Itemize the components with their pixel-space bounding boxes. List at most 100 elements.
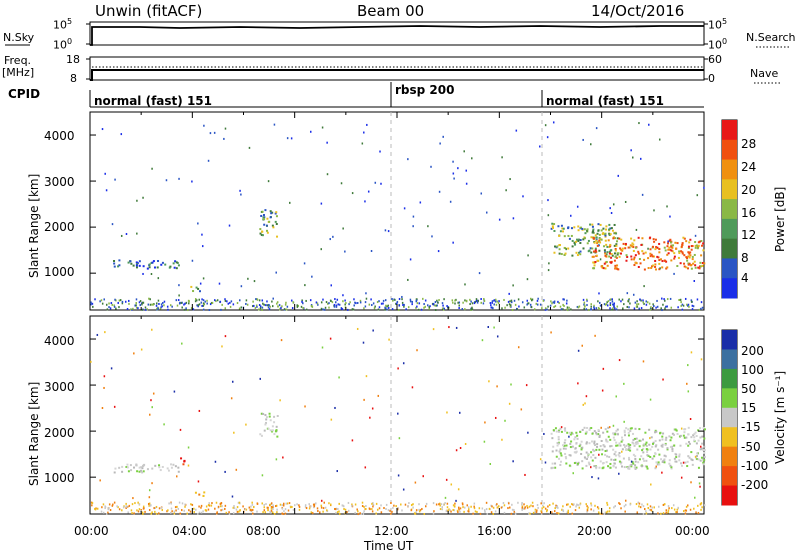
power-data-cell (670, 249, 673, 252)
velocity-data-cell (591, 459, 594, 462)
velocity-data-cell (649, 455, 652, 458)
power-data-cell (663, 298, 665, 301)
power-data-cell (423, 306, 425, 309)
power-data-cell (504, 306, 506, 309)
power-data-cell (633, 258, 636, 261)
power-data-cell (618, 298, 620, 301)
velocity-data-cell (644, 443, 647, 446)
velocity-data-cell (554, 462, 557, 465)
power-data-cell (377, 308, 380, 311)
velocity-data-cell (421, 507, 423, 510)
power-data-cell (135, 304, 137, 307)
power-data-cell (228, 224, 231, 227)
power-data-cell (627, 246, 630, 249)
power-cbar-tick-16: 16 (741, 206, 757, 220)
velocity-data-cell (575, 505, 577, 508)
velocity-data-cell (613, 453, 616, 456)
velocity-data-cell (645, 465, 648, 468)
velocity-data-cell (564, 452, 567, 455)
velocity-data-cell (669, 445, 672, 448)
power-data-cell (582, 138, 584, 141)
velocity-data-cell (605, 461, 608, 464)
velocity-data-cell (663, 454, 666, 457)
power-data-cell (590, 305, 592, 308)
velocity-data-cell (565, 457, 568, 460)
power-data-cell (130, 308, 132, 311)
velocity-data-cell (574, 509, 577, 512)
power-data-cell (272, 226, 275, 229)
power-data-cell (687, 246, 690, 249)
velocity-data-cell (476, 510, 478, 513)
power-data-cell (701, 262, 704, 265)
power-scatter (90, 121, 706, 312)
power-data-cell (652, 245, 655, 248)
velocity-data-cell (521, 508, 523, 511)
velocity-data-cell (702, 427, 705, 430)
velocity-data-cell (593, 444, 596, 447)
velocity-data-cell (102, 511, 105, 514)
nave-tick-bottom: 0 (708, 72, 715, 85)
power-data-cell (592, 228, 595, 231)
power-data-cell (464, 308, 466, 311)
power-data-cell (635, 262, 638, 265)
velocity-data-cell (697, 511, 700, 514)
power-data-cell (628, 298, 630, 301)
velocity-data-cell (593, 465, 596, 468)
velocity-data-cell (369, 416, 371, 419)
velocity-cbar-tick-100: 100 (741, 363, 764, 377)
velocity-data-cell (595, 467, 598, 470)
power-data-cell (111, 303, 113, 306)
power-data-cell (286, 137, 289, 140)
velocity-data-cell (658, 439, 661, 442)
power-data-cell (438, 299, 440, 302)
power-data-cell (364, 200, 366, 203)
power-data-cell (159, 307, 162, 310)
power-data-cell (568, 237, 571, 240)
velocity-data-cell (636, 442, 639, 445)
power-data-cell (510, 301, 513, 304)
velocity-data-cell (488, 380, 490, 383)
power-data-cell (401, 295, 403, 298)
velocity-data-cell (655, 430, 658, 433)
panel-frames (5, 21, 790, 515)
velocity-data-cell (593, 442, 596, 445)
power-data-cell (166, 305, 169, 308)
power-data-cell (384, 308, 386, 311)
power-data-cell (507, 300, 510, 303)
power-data-cell (403, 207, 406, 210)
power-data-cell (401, 301, 404, 304)
power-data-cell (565, 248, 567, 251)
velocity-data-cell (113, 501, 116, 504)
velocity-data-cell (550, 466, 553, 469)
power-data-cell (585, 308, 588, 311)
power-data-cell (683, 262, 686, 265)
power-data-cell (137, 307, 139, 310)
power-data-cell (90, 301, 92, 304)
power-data-cell (436, 299, 438, 302)
power-data-cell (185, 301, 188, 304)
power-data-cell (285, 308, 288, 311)
xtick-0: 00:00 (74, 524, 109, 538)
power-data-cell (616, 237, 619, 240)
velocity-data-cell (627, 443, 630, 446)
power-data-cell (671, 250, 674, 253)
power-data-cell (539, 303, 542, 306)
power-data-cell (224, 299, 227, 302)
velocity-data-cell (640, 465, 643, 468)
velocity-data-cell (517, 346, 520, 349)
velocity-data-cell (686, 382, 688, 385)
power-data-cell (634, 301, 637, 304)
velocity-data-cell (130, 469, 133, 472)
power-data-cell (419, 201, 422, 204)
power-data-cell (609, 243, 612, 246)
velocity-data-cell (266, 506, 269, 509)
velocity-data-cell (466, 504, 468, 507)
power-data-cell (430, 165, 432, 168)
velocity-data-cell (614, 505, 616, 508)
power-data-cell (151, 303, 153, 306)
power-data-cell (175, 299, 178, 302)
power-data-cell (630, 237, 633, 240)
velocity-data-cell (563, 441, 566, 444)
velocity-data-cell (687, 433, 690, 436)
